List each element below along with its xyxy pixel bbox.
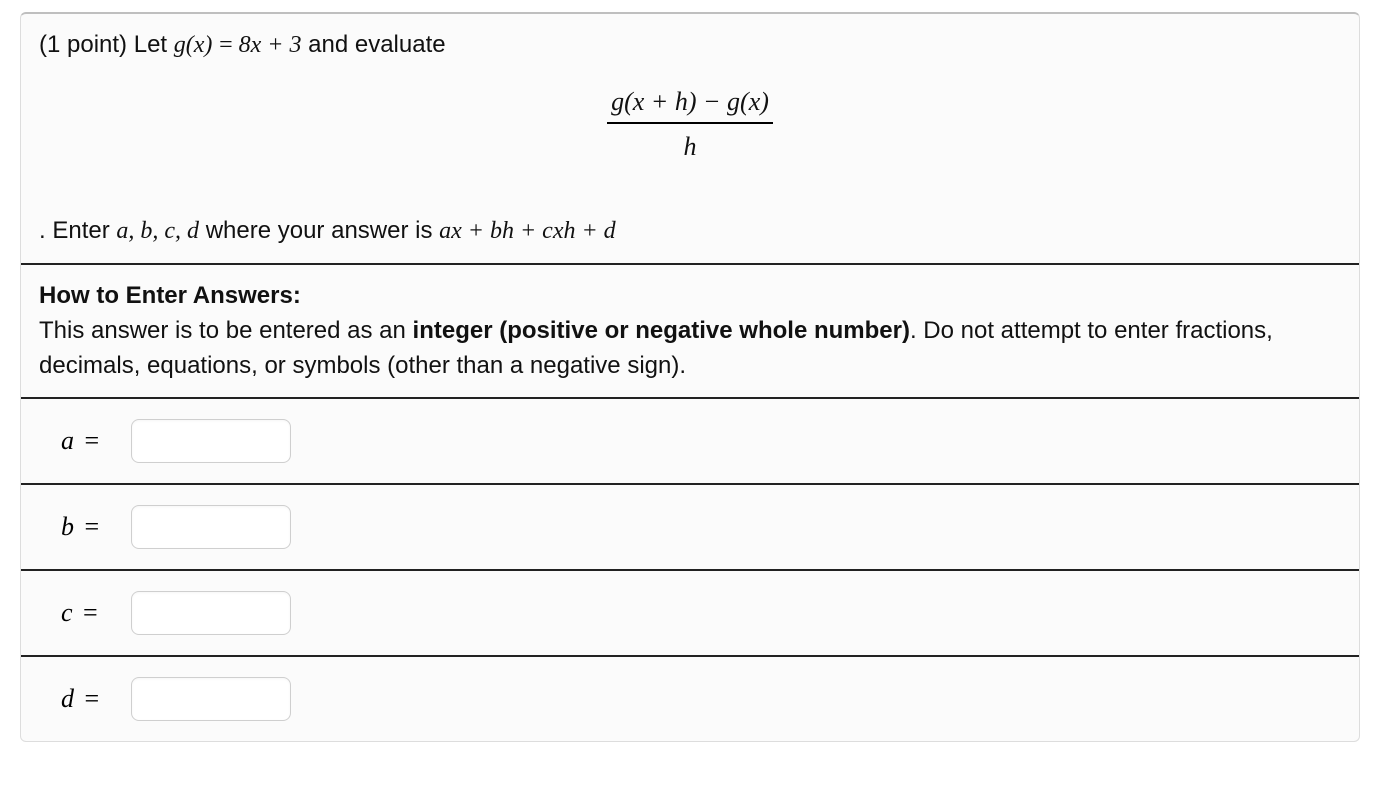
answer-input-d[interactable] <box>131 677 291 721</box>
answer-label-d: d = <box>61 684 131 714</box>
instructions-title: How to Enter Answers: <box>39 279 1341 314</box>
answer-var-b: b <box>61 512 74 541</box>
fraction-numerator: g(x + h) − g(x) <box>607 83 773 125</box>
vars-list: a, b, c, d <box>116 218 199 244</box>
answer-input-b[interactable] <box>131 505 291 549</box>
answer-form: ax + bh + cxh + d <box>439 218 616 244</box>
fraction-denominator: h <box>684 124 697 166</box>
difference-quotient: g(x + h) − g(x) h <box>39 63 1341 200</box>
how-to-enter: How to Enter Answers: This answer is to … <box>21 265 1359 399</box>
answer-var-c: c <box>61 598 73 627</box>
enter-instruction: . Enter a, b, c, d where your answer is … <box>21 200 1359 265</box>
answer-input-c[interactable] <box>131 591 291 635</box>
answer-label-a: a = <box>61 426 131 456</box>
answer-row-d: d = <box>21 657 1359 741</box>
instructions-body: This answer is to be entered as an integ… <box>39 314 1341 384</box>
answer-row-c: c = <box>21 571 1359 657</box>
answer-label-b: b = <box>61 512 131 542</box>
enter-mid: where your answer is <box>206 217 439 244</box>
equals-sign: = <box>219 32 239 58</box>
problem-card: (1 point) Let g(x) = 8x + 3 and evaluate… <box>20 12 1360 742</box>
answer-input-a[interactable] <box>131 419 291 463</box>
answer-var-d: d <box>61 684 74 713</box>
answer-var-a: a <box>61 426 74 455</box>
func-lhs: g(x) <box>174 32 213 58</box>
answer-row-a: a = <box>21 399 1359 485</box>
answer-label-c: c = <box>61 598 131 628</box>
points-prefix: (1 point) <box>39 31 134 58</box>
instr-line1a: This answer is to be entered as an <box>39 317 413 344</box>
lead-text-2: and evaluate <box>308 31 445 58</box>
lead-text-1: Let <box>134 31 174 58</box>
instr-line1b: integer (positive or negative whole numb… <box>413 317 910 344</box>
problem-statement: (1 point) Let g(x) = 8x + 3 and evaluate… <box>21 14 1359 200</box>
func-rhs: 8x + 3 <box>239 32 302 58</box>
answer-row-b: b = <box>21 485 1359 571</box>
enter-prefix: . Enter <box>39 217 116 244</box>
